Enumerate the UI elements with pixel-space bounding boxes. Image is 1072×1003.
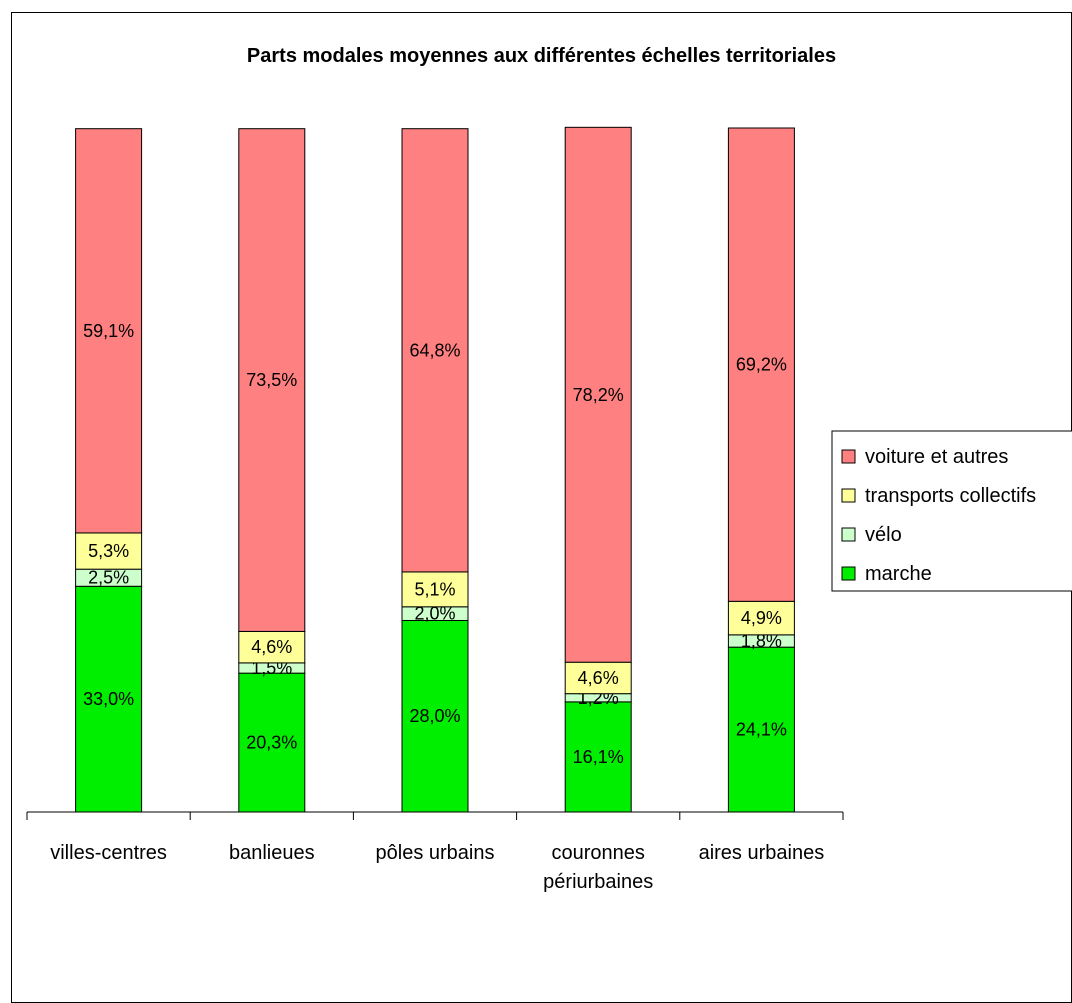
data-label-marche: 28,0% [409, 706, 460, 726]
data-label-marche: 20,3% [246, 733, 297, 753]
bar-segment-voiture-et-autres [75, 128, 143, 534]
bar-segment-transports-collectifs [75, 532, 143, 570]
data-label-voiture-et-autres: 59,1% [83, 321, 134, 341]
bar-segment-transports-collectifs [401, 571, 469, 608]
chart-title: Parts modales moyennes aux différentes é… [246, 45, 837, 67]
category-label: aires urbaines [699, 842, 825, 864]
data-label-transports-collectifs: 5,1% [414, 579, 455, 599]
bar-segment-marche [564, 701, 632, 813]
data-label-voiture-et-autres: 69,2% [736, 355, 787, 375]
legend-box [831, 430, 1072, 592]
category-label: couronnes [551, 842, 644, 864]
bar-segment-marche [727, 646, 795, 813]
bar-segment-transports-collectifs [238, 630, 306, 664]
data-label-voiture-et-autres: 73,5% [246, 370, 297, 390]
category-label: pôles urbains [376, 842, 495, 864]
data-label-transports-collectifs: 4,6% [578, 668, 619, 688]
legend-label-v-lo: vélo [865, 524, 902, 546]
legend-swatch-marche [841, 566, 856, 581]
legend-label-marche: marche [865, 563, 932, 585]
bar-segment-marche [401, 619, 469, 813]
data-label-transports-collectifs: 4,6% [251, 637, 292, 657]
legend-label-voiture-et-autres: voiture et autres [865, 446, 1008, 468]
data-label-marche: 16,1% [573, 747, 624, 767]
bar-segment-voiture-et-autres [238, 128, 306, 632]
data-label-marche: 33,0% [83, 689, 134, 709]
bar-segment-transports-collectifs [727, 600, 795, 636]
data-label-v-lo: 1,8% [741, 631, 782, 651]
legend-swatch-transports-collectifs [841, 488, 856, 503]
data-label-v-lo: 2,0% [414, 604, 455, 624]
data-label-voiture-et-autres: 64,8% [409, 340, 460, 360]
legend-label-transports-collectifs: transports collectifs [865, 485, 1036, 507]
bar-segment-transports-collectifs [564, 661, 632, 695]
bar-segment-voiture-et-autres [401, 128, 469, 573]
data-label-transports-collectifs: 5,3% [88, 541, 129, 561]
data-label-v-lo: 2,5% [88, 568, 129, 588]
legend-swatch-v-lo [841, 527, 856, 542]
category-label: périurbaines [543, 871, 653, 893]
bar-segment-marche [238, 672, 306, 813]
bar-segment-voiture-et-autres [727, 127, 795, 602]
data-label-transports-collectifs: 4,9% [741, 608, 782, 628]
legend-swatch-voiture-et-autres [841, 449, 856, 464]
data-label-voiture-et-autres: 78,2% [573, 385, 624, 405]
bar-segment-voiture-et-autres [564, 126, 632, 663]
data-label-marche: 24,1% [736, 720, 787, 740]
category-label: banlieues [229, 842, 315, 864]
category-label: villes-centres [50, 842, 167, 864]
